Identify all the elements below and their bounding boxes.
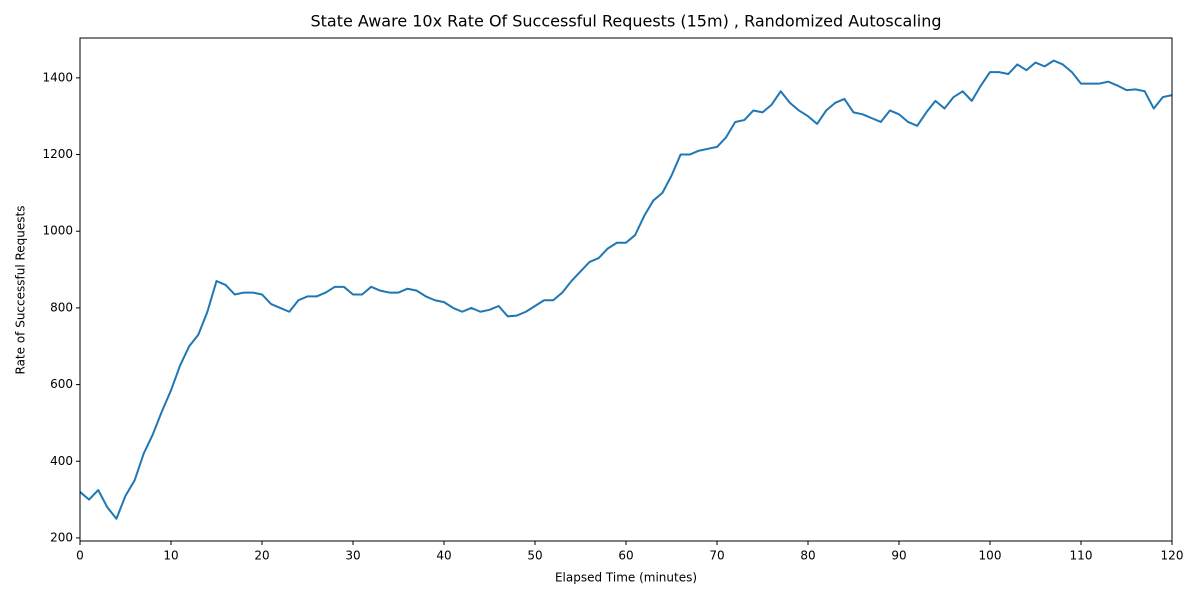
x-tick-label: 80 [800,549,815,563]
x-tick-label: 20 [254,549,269,563]
chart-title: State Aware 10x Rate Of Successful Reque… [310,12,941,31]
y-tick-label: 1400 [42,70,73,84]
y-tick-label: 800 [50,300,73,314]
x-tick-label: 120 [1161,549,1184,563]
x-tick-label: 110 [1070,549,1093,563]
y-tick-label: 600 [50,377,73,391]
y-tick-label: 1000 [42,224,73,238]
y-tick-label: 200 [50,530,73,544]
plot-frame [79,37,1173,542]
x-tick-label: 0 [76,549,84,563]
y-axis-label: Rate of Successful Requests [14,206,28,375]
x-tick-label: 60 [618,549,633,563]
x-tick-label: 100 [979,549,1002,563]
x-tick-label: 40 [436,549,451,563]
x-axis-label: Elapsed Time (minutes) [555,571,697,585]
x-tick-label: 50 [527,549,542,563]
x-tick-label: 70 [709,549,724,563]
data-line [79,59,1173,520]
y-tick-label: 400 [50,454,73,468]
y-tick-label: 1200 [42,147,73,161]
x-tick-label: 10 [163,549,178,563]
x-tick-label: 30 [345,549,360,563]
x-tick-label: 90 [891,549,906,563]
